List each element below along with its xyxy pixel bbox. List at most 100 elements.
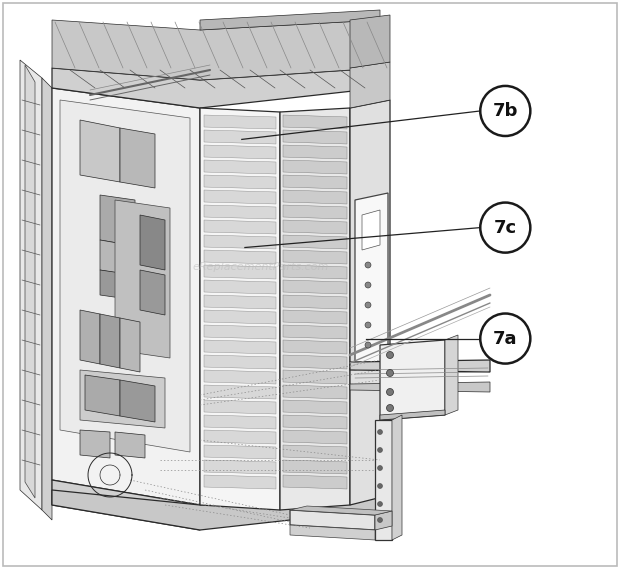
Circle shape <box>365 262 371 268</box>
Polygon shape <box>204 445 276 459</box>
Polygon shape <box>355 193 388 370</box>
Polygon shape <box>204 145 276 159</box>
Polygon shape <box>290 510 375 530</box>
Polygon shape <box>100 270 135 300</box>
Polygon shape <box>283 130 347 144</box>
Polygon shape <box>120 318 140 372</box>
Polygon shape <box>283 385 347 399</box>
Circle shape <box>386 352 394 358</box>
Polygon shape <box>140 270 165 315</box>
Polygon shape <box>283 400 347 414</box>
Polygon shape <box>80 430 110 458</box>
Polygon shape <box>42 78 52 520</box>
Polygon shape <box>120 380 155 422</box>
Text: 7b: 7b <box>493 102 518 120</box>
Circle shape <box>365 282 371 288</box>
Circle shape <box>365 302 371 308</box>
Polygon shape <box>375 420 392 540</box>
Polygon shape <box>283 115 347 129</box>
Polygon shape <box>204 355 276 369</box>
Polygon shape <box>283 310 347 324</box>
Polygon shape <box>283 445 347 459</box>
Polygon shape <box>362 210 380 250</box>
Polygon shape <box>115 200 170 358</box>
Polygon shape <box>392 415 402 540</box>
Circle shape <box>378 484 383 489</box>
Polygon shape <box>283 325 347 339</box>
Circle shape <box>365 342 371 348</box>
Polygon shape <box>445 335 458 415</box>
Polygon shape <box>204 385 276 399</box>
Polygon shape <box>283 355 347 369</box>
Polygon shape <box>283 415 347 429</box>
Polygon shape <box>204 190 276 204</box>
Polygon shape <box>115 432 145 458</box>
Polygon shape <box>204 160 276 174</box>
Polygon shape <box>52 68 380 108</box>
Polygon shape <box>283 370 347 384</box>
Polygon shape <box>200 108 280 510</box>
Circle shape <box>365 322 371 328</box>
Polygon shape <box>350 100 390 505</box>
Polygon shape <box>204 340 276 354</box>
Polygon shape <box>52 480 200 530</box>
Polygon shape <box>204 310 276 324</box>
Polygon shape <box>204 400 276 414</box>
Polygon shape <box>204 250 276 264</box>
Circle shape <box>378 517 383 522</box>
Polygon shape <box>204 265 276 279</box>
Polygon shape <box>283 460 347 474</box>
Polygon shape <box>204 415 276 429</box>
Circle shape <box>378 430 383 435</box>
Polygon shape <box>60 100 190 452</box>
Circle shape <box>378 465 383 471</box>
Polygon shape <box>204 205 276 219</box>
Polygon shape <box>80 120 120 182</box>
Polygon shape <box>80 310 100 364</box>
Circle shape <box>386 389 394 395</box>
Polygon shape <box>140 215 165 270</box>
Polygon shape <box>204 430 276 444</box>
Polygon shape <box>283 190 347 204</box>
Polygon shape <box>350 15 390 68</box>
Text: 7c: 7c <box>494 218 517 237</box>
Polygon shape <box>283 475 347 489</box>
Polygon shape <box>204 115 276 129</box>
Polygon shape <box>52 88 200 505</box>
Circle shape <box>480 203 530 253</box>
Text: 7a: 7a <box>493 329 518 348</box>
Polygon shape <box>204 130 276 144</box>
Polygon shape <box>204 325 276 339</box>
Polygon shape <box>100 195 135 246</box>
Polygon shape <box>380 410 445 420</box>
Polygon shape <box>375 511 392 530</box>
Polygon shape <box>380 340 445 420</box>
Polygon shape <box>283 175 347 189</box>
Circle shape <box>386 405 394 411</box>
Polygon shape <box>283 235 347 249</box>
Polygon shape <box>283 250 347 264</box>
Polygon shape <box>283 295 347 309</box>
Circle shape <box>386 369 394 377</box>
Polygon shape <box>204 235 276 249</box>
Polygon shape <box>200 10 380 30</box>
Text: eReplacementParts.com: eReplacementParts.com <box>192 262 329 273</box>
Polygon shape <box>204 175 276 189</box>
Polygon shape <box>100 314 120 368</box>
Polygon shape <box>283 160 347 174</box>
Polygon shape <box>283 340 347 354</box>
Polygon shape <box>80 370 165 428</box>
Polygon shape <box>120 128 155 188</box>
Polygon shape <box>350 382 490 392</box>
Polygon shape <box>350 62 390 108</box>
Polygon shape <box>204 220 276 234</box>
Polygon shape <box>280 108 350 510</box>
Circle shape <box>480 314 530 364</box>
Polygon shape <box>204 280 276 294</box>
Polygon shape <box>290 525 375 540</box>
Polygon shape <box>52 490 380 530</box>
Polygon shape <box>204 475 276 489</box>
Circle shape <box>480 86 530 136</box>
Polygon shape <box>20 60 42 510</box>
Polygon shape <box>350 360 490 372</box>
